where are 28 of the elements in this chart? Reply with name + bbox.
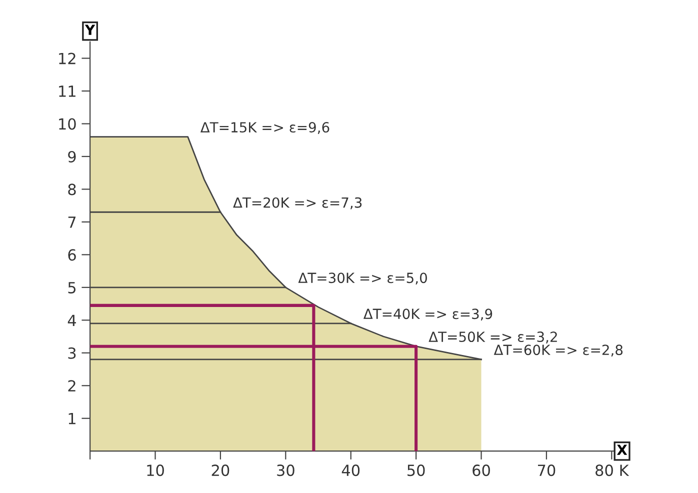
- x-tick-label: 20: [212, 464, 230, 476]
- annotation: ΔT=30K => ε=5,0: [298, 272, 427, 285]
- y-tick-label: 6: [68, 249, 76, 261]
- y-tick-label: 9: [68, 150, 76, 162]
- x-tick-label: 30: [277, 464, 294, 476]
- y-tick-label: 11: [59, 86, 76, 97]
- annotation: ΔT=40K => ε=3,9: [363, 308, 492, 321]
- y-tick-label: 2: [68, 380, 76, 392]
- y-tick-label: 8: [68, 184, 76, 196]
- annotation: ΔT=50K => ε=3,2: [428, 332, 557, 344]
- annotation: ΔT=20K => ε=7,3: [233, 197, 362, 210]
- annotation: ΔT=60K => ε=2,8: [494, 344, 623, 357]
- y-axis-title: Y: [84, 24, 96, 35]
- x-tick-label: 60: [472, 464, 490, 476]
- x-axis-title: X: [616, 444, 628, 455]
- y-tick-label: 12: [59, 52, 76, 64]
- x-tick-label: 40: [342, 464, 360, 476]
- x-tick-label: 70: [538, 464, 556, 476]
- y-tick-label: 10: [59, 118, 76, 130]
- x-tick-label: 50: [408, 464, 425, 476]
- x-tick-label: 10: [147, 464, 164, 476]
- y-tick-label: 3: [68, 347, 76, 359]
- annotation: ΔT=15K => ε=9,6: [200, 122, 330, 134]
- y-tick-label: 1: [68, 413, 76, 424]
- y-tick-label: 5: [68, 282, 76, 294]
- y-tick-label: 7: [68, 216, 76, 228]
- y-tick-label: 4: [68, 314, 76, 326]
- x-tick-label: 80 K: [596, 464, 630, 476]
